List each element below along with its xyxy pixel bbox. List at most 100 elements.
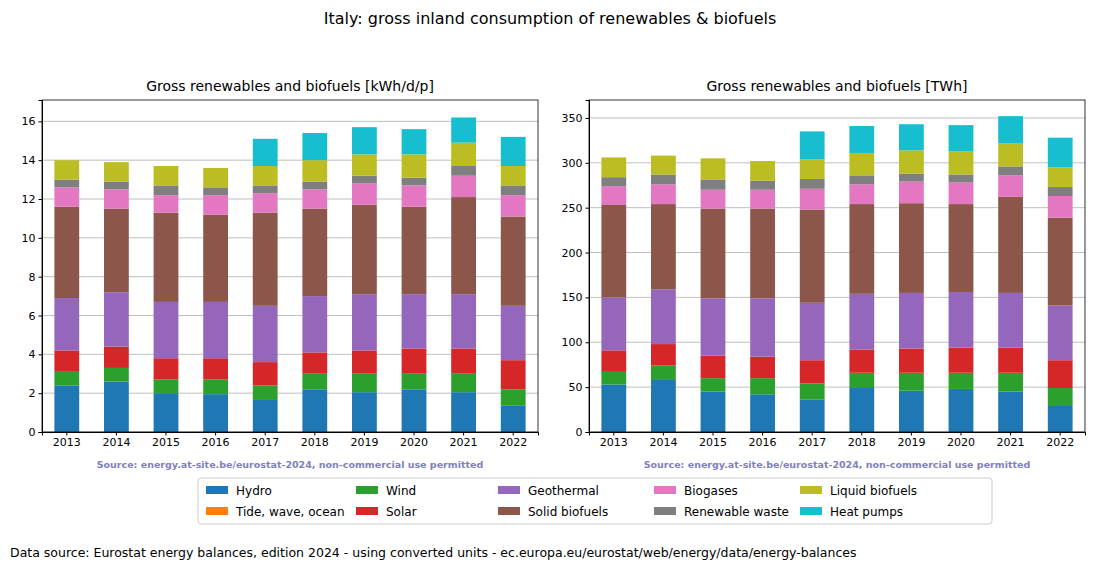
- bar: [899, 150, 924, 173]
- x-tick: 2021: [997, 432, 1025, 449]
- bar: [998, 166, 1023, 175]
- bar: [998, 116, 1023, 143]
- bar: [1048, 187, 1073, 196]
- bar: [701, 158, 726, 159]
- y-tick: 14: [22, 154, 43, 167]
- x-tick-mark: [713, 432, 714, 436]
- bar: [701, 209, 726, 299]
- bar: [899, 203, 924, 293]
- bar: [601, 186, 626, 205]
- x-axis-line: [590, 433, 1086, 436]
- bar: [402, 185, 427, 206]
- y-tick-label: 2: [29, 387, 36, 400]
- bar: [253, 139, 278, 166]
- bar: [998, 175, 1023, 197]
- bar: [154, 380, 179, 394]
- x-tick-label: 2016: [202, 436, 230, 449]
- y-tick-label: 4: [29, 348, 36, 361]
- bar: [651, 344, 676, 366]
- bar: [253, 306, 278, 362]
- bar: [501, 216, 526, 305]
- bar: [253, 400, 278, 432]
- bar: [54, 350, 79, 371]
- bar: [451, 197, 476, 294]
- bar: [601, 157, 626, 177]
- y-tick-label: 16: [22, 115, 36, 128]
- x-tick-mark: [116, 432, 117, 436]
- bar: [998, 293, 1023, 348]
- bar: [949, 183, 974, 205]
- bar: [352, 392, 377, 432]
- bar: [302, 296, 327, 352]
- bar: [302, 389, 327, 432]
- y-tick: 300: [562, 157, 590, 170]
- bar: [849, 294, 874, 350]
- plot-frame: [589, 100, 1085, 432]
- y-tick: 16: [22, 115, 43, 128]
- bar: [651, 156, 676, 175]
- x-axis-line: [43, 433, 539, 436]
- bar: [949, 348, 974, 373]
- y-tick-label: 12: [22, 193, 36, 206]
- bar: [104, 162, 129, 163]
- x-tick-label: 2019: [350, 436, 378, 449]
- bar: [1048, 218, 1073, 306]
- bar: [1048, 305, 1073, 360]
- bar: [750, 190, 775, 209]
- figure: Italy: gross inland consumption of renew…: [0, 0, 1100, 572]
- bar: [601, 384, 626, 432]
- bar: [302, 352, 327, 373]
- bar: [1048, 138, 1073, 168]
- bar: [949, 373, 974, 389]
- bar: [54, 298, 79, 350]
- x-tick-label: 2013: [600, 436, 628, 449]
- y-tick-mark: [39, 354, 43, 355]
- bar: [154, 393, 179, 432]
- x-tick: 2014: [649, 432, 677, 449]
- x-tick: 2014: [102, 432, 130, 449]
- legend-swatch: [356, 486, 378, 494]
- y-tick: 350: [562, 112, 590, 125]
- bar: [750, 161, 775, 162]
- bar: [998, 373, 1023, 392]
- x-tick: 2019: [897, 432, 925, 449]
- y-tick: 10: [22, 232, 43, 245]
- y-tick: 0: [576, 426, 590, 439]
- y-tick-label: 350: [562, 112, 583, 125]
- bar: [352, 374, 377, 392]
- legend-label: Tide, wave, ocean: [235, 505, 345, 519]
- y-tick: 0: [29, 426, 43, 439]
- bar: [451, 143, 476, 166]
- x-tick-label: 2022: [1046, 436, 1074, 449]
- y-tick: 12: [22, 193, 43, 206]
- legend-swatch: [206, 486, 228, 494]
- x-tick: 2022: [1046, 432, 1074, 449]
- x-tick-mark: [463, 432, 464, 436]
- bar: [750, 181, 775, 190]
- bar: [800, 159, 825, 179]
- x-tick-mark: [961, 432, 962, 436]
- legend-entry: Hydro: [206, 484, 272, 498]
- bar: [800, 189, 825, 210]
- bar: [998, 197, 1023, 293]
- legend-entry: Solar: [356, 505, 417, 519]
- x-tick-mark: [812, 432, 813, 436]
- subplot-title: Gross renewables and biofuels [kWh/d/p]: [146, 78, 434, 94]
- y-tick: 100: [562, 336, 590, 349]
- y-tick: 250: [562, 202, 590, 215]
- x-tick-mark: [414, 432, 415, 436]
- bar: [302, 160, 327, 181]
- x-tick: 2017: [251, 432, 279, 449]
- legend-entry: Tide, wave, ocean: [206, 505, 345, 519]
- source-note: Source: energy.at-site.be/eurostat-2024,…: [97, 459, 484, 470]
- bar: [154, 166, 179, 167]
- bar: [800, 131, 825, 159]
- y-tick-mark: [39, 160, 43, 161]
- bar: [104, 209, 129, 292]
- bar: [949, 389, 974, 432]
- y-tick-mark: [586, 208, 590, 209]
- x-tick-label: 2013: [53, 436, 81, 449]
- bar: [949, 292, 974, 348]
- y-tick-label: 8: [29, 271, 36, 284]
- bar: [302, 189, 327, 208]
